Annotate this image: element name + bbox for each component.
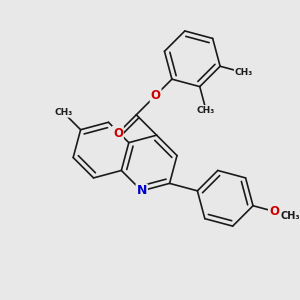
Text: N: N xyxy=(136,184,147,197)
Text: O: O xyxy=(113,127,123,140)
Text: O: O xyxy=(151,89,160,102)
Text: CH₃: CH₃ xyxy=(197,106,215,115)
Text: CH₃: CH₃ xyxy=(281,211,300,221)
Text: O: O xyxy=(269,205,279,218)
Text: CH₃: CH₃ xyxy=(235,68,253,77)
Text: CH₃: CH₃ xyxy=(54,108,72,117)
